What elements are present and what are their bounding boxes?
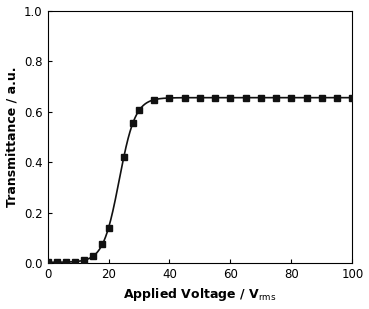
X-axis label: Applied Voltage / V$_{\mathrm{rms}}$: Applied Voltage / V$_{\mathrm{rms}}$: [123, 286, 277, 303]
Y-axis label: Transmittance / a.u.: Transmittance / a.u.: [6, 66, 18, 207]
